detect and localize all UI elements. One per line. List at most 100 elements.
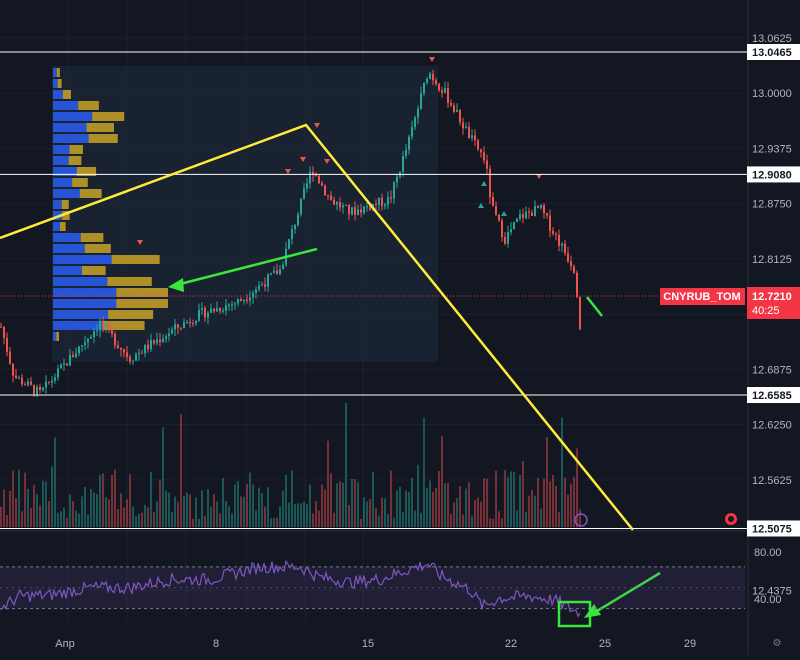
candle (531, 212, 533, 216)
candle (357, 209, 359, 215)
volume-bar (174, 496, 176, 527)
candle (237, 299, 239, 304)
price-axis-tick: 12.8750 (752, 199, 792, 211)
candle (378, 197, 380, 205)
volume-bar (378, 515, 380, 527)
candle (66, 363, 68, 366)
volume-bar (57, 512, 59, 527)
volume-bar (384, 498, 386, 527)
volume-bar (156, 501, 158, 527)
candle (303, 188, 305, 199)
candle (99, 321, 101, 331)
time-axis-tick: 25 (599, 638, 611, 650)
candle (420, 93, 422, 109)
volume-bar (75, 510, 77, 527)
candle (351, 207, 353, 215)
candle (513, 222, 515, 230)
candle (225, 305, 227, 311)
pivot-high-marker (300, 157, 306, 162)
volume-bar (255, 510, 257, 527)
candle (162, 338, 164, 343)
bar-countdown-label: 40:25 (752, 305, 780, 317)
candle (222, 310, 224, 312)
candle (231, 304, 233, 306)
rsi-highlight-box[interactable] (557, 600, 592, 628)
candle (348, 204, 350, 215)
volume-bar (405, 490, 407, 527)
candle (270, 273, 272, 275)
candle (450, 103, 452, 106)
candle (183, 322, 185, 329)
volume-bar (27, 488, 29, 527)
replay-icon[interactable] (574, 513, 588, 527)
volume-profile-bar-buy (53, 79, 58, 88)
volume-bar (345, 403, 347, 527)
candle (198, 309, 200, 321)
trend-lines-annotation[interactable] (0, 123, 634, 531)
candle (375, 203, 377, 205)
volume-bar (66, 517, 68, 527)
candle (408, 136, 410, 150)
candle (570, 261, 572, 267)
pivot-high-marker (536, 174, 542, 179)
volume-bar (222, 478, 224, 527)
time-axis-tick: 15 (362, 638, 374, 650)
candle (504, 237, 506, 244)
price-axis-tick: 12.4375 (752, 585, 792, 597)
volume-bar (261, 493, 263, 527)
candle (159, 339, 161, 343)
candle (456, 110, 458, 112)
volume-bar (30, 507, 32, 527)
volume-bar (501, 517, 503, 527)
alert-icon-inner (728, 516, 734, 522)
candle (567, 253, 569, 262)
volume-bar (483, 478, 485, 527)
candle (39, 386, 41, 391)
volume-bar (186, 492, 188, 527)
pivot-low-marker (501, 211, 507, 216)
candle (141, 352, 143, 354)
volume-bar (453, 502, 455, 527)
green-projection-line[interactable] (586, 296, 603, 317)
volume-bar (111, 474, 113, 527)
volume-bar (294, 504, 296, 527)
candle (498, 214, 500, 221)
last-price-tag-bg (747, 287, 800, 319)
symbol-tag-bg[interactable] (660, 288, 745, 305)
volume-bar (312, 513, 314, 527)
volume-profile-bar-sell (68, 156, 82, 165)
volume-bar (567, 494, 569, 527)
candle (468, 126, 470, 139)
pivot-high-marker (285, 169, 291, 174)
volume-bar (240, 496, 242, 527)
volume-bar (201, 490, 203, 527)
volume-bar (528, 495, 530, 527)
candle (51, 380, 53, 383)
green-arrow-rsi-annotation[interactable] (596, 571, 661, 613)
candle (126, 352, 128, 357)
symbol-tag[interactable]: CNYRUB_TOM (663, 291, 740, 303)
volume-bar (411, 477, 413, 527)
candle (264, 284, 266, 287)
candle (336, 202, 338, 205)
level-price-label-bg (747, 387, 800, 403)
volume-bar (540, 508, 542, 527)
candle (150, 340, 152, 350)
candle (204, 308, 206, 318)
candle (573, 266, 575, 273)
green-arrow-annotation[interactable] (179, 247, 318, 286)
candle (549, 215, 551, 231)
candle (576, 272, 578, 298)
volume-bar (24, 472, 26, 527)
volume-bar (492, 518, 494, 527)
volume-profile-bar-buy (53, 134, 89, 143)
volume-bar (444, 483, 446, 527)
settings-gear-icon[interactable]: ⚙ (773, 638, 782, 649)
candle (168, 333, 170, 337)
price-axis-tick: 13.0000 (752, 88, 792, 100)
candle (243, 299, 245, 302)
candle (417, 108, 419, 118)
volume-bar (144, 505, 146, 527)
